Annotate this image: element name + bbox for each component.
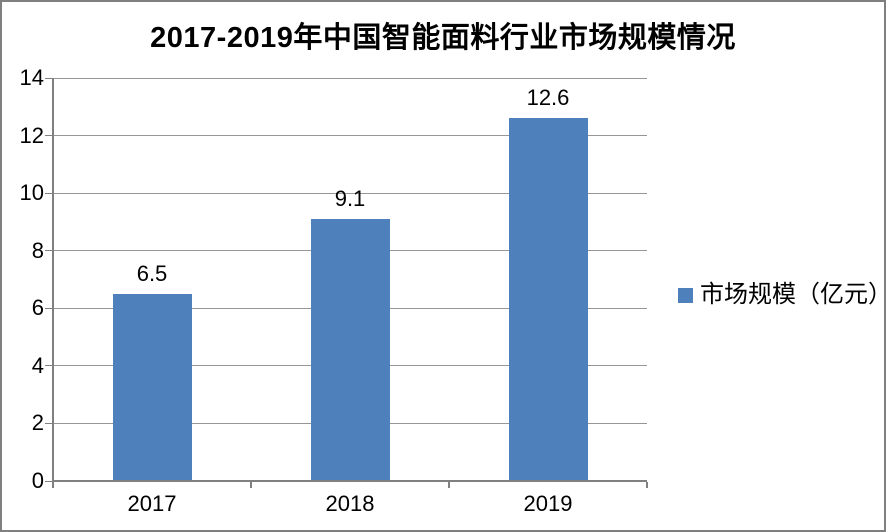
y-axis-line bbox=[52, 78, 54, 482]
y-tick-mark bbox=[45, 422, 52, 424]
legend-series-label: 市场规模（亿元） bbox=[700, 281, 886, 308]
bar bbox=[310, 219, 390, 481]
bar bbox=[508, 118, 588, 481]
y-tick-label: 8 bbox=[31, 237, 44, 263]
bar-value-label: 12.6 bbox=[526, 85, 570, 111]
x-tick-mark bbox=[448, 482, 450, 488]
x-tick-mark bbox=[250, 482, 252, 488]
y-tick-label: 6 bbox=[31, 295, 44, 321]
plot-area: 6.5 9.1 12.6 bbox=[45, 77, 648, 488]
bar-value-label: 6.5 bbox=[136, 260, 168, 286]
x-tick-label: 2019 bbox=[523, 491, 573, 516]
chart-title: 2017-2019年中国智能面料行业市场规模情况 bbox=[150, 22, 736, 54]
x-tick-label: 2018 bbox=[325, 491, 375, 516]
y-tick-label: 10 bbox=[19, 180, 44, 206]
y-tick-mark bbox=[45, 480, 52, 482]
y-tick-mark bbox=[45, 250, 52, 252]
legend: 市场规模（亿元） bbox=[678, 281, 886, 308]
x-tick-mark bbox=[646, 482, 648, 488]
y-tick-mark bbox=[45, 365, 52, 367]
legend-marker-icon bbox=[678, 287, 693, 303]
y-tick-label: 14 bbox=[19, 65, 44, 90]
y-tick-mark bbox=[45, 135, 52, 137]
y-tick-mark bbox=[45, 77, 52, 79]
y-tick-label: 12 bbox=[19, 122, 44, 148]
y-tick-mark bbox=[45, 192, 52, 194]
x-tick-mark bbox=[52, 482, 54, 488]
bar-value-label: 9.1 bbox=[334, 186, 366, 212]
x-tick-label: 2017 bbox=[127, 491, 177, 516]
y-tick-label: 4 bbox=[31, 352, 44, 378]
gridline bbox=[53, 77, 647, 79]
y-tick-label: 0 bbox=[31, 468, 44, 493]
gridline bbox=[53, 192, 647, 194]
y-tick-mark bbox=[45, 307, 52, 309]
gridline bbox=[53, 135, 647, 137]
bar bbox=[112, 293, 192, 481]
x-axis-line bbox=[52, 480, 647, 482]
y-tick-label: 2 bbox=[31, 410, 44, 436]
